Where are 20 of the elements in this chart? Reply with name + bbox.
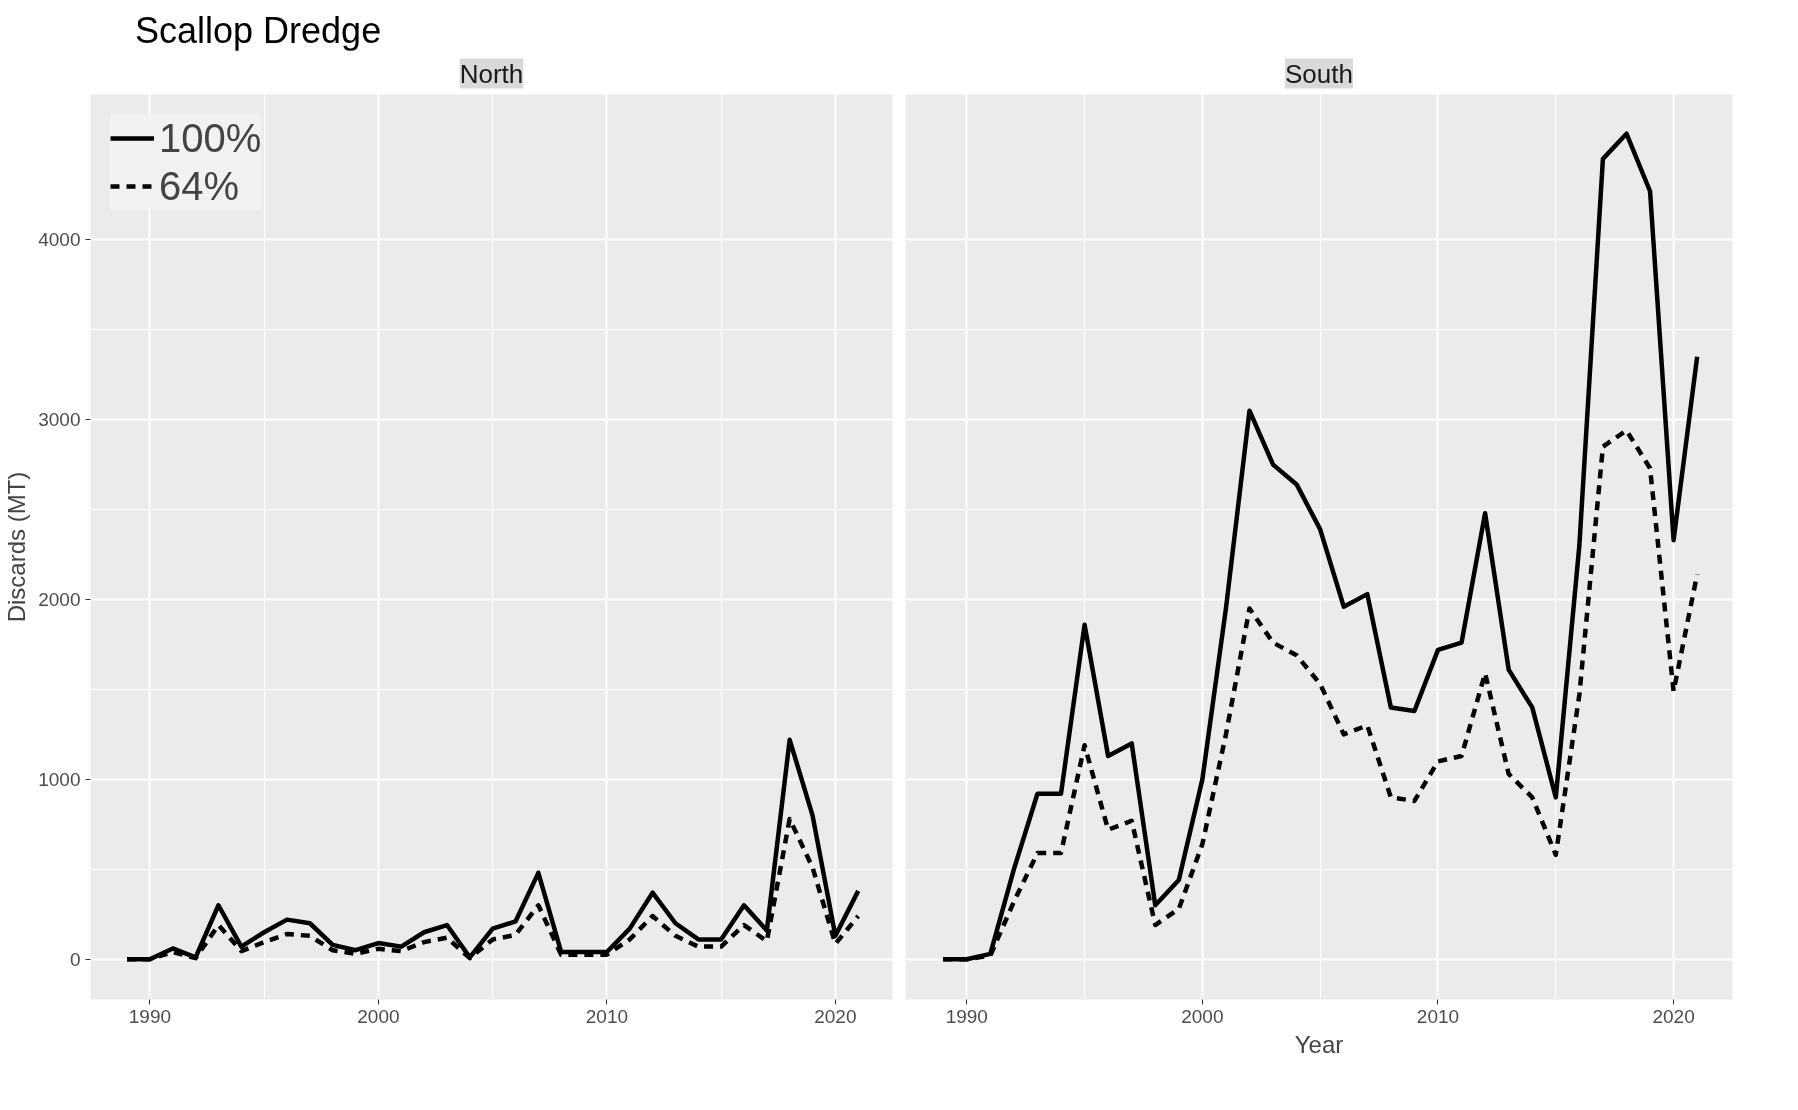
x-tick-label: 2020 xyxy=(814,1005,857,1027)
y-tick-label: 0 xyxy=(69,948,81,970)
y-axis-title: Discards (MT) xyxy=(3,471,31,623)
x-tick-label: 2000 xyxy=(1181,1005,1224,1027)
x-tick-label: 1990 xyxy=(128,1005,172,1027)
x-tick-label: 1990 xyxy=(945,1005,988,1027)
chart-title: North xyxy=(459,58,524,89)
y-tick-label: 1000 xyxy=(38,768,81,790)
y-tick-label: 4000 xyxy=(38,229,81,251)
x-tick-label: 2000 xyxy=(357,1005,400,1027)
x-tick-label: 2020 xyxy=(1652,1005,1695,1027)
x-tick-label: 2010 xyxy=(585,1005,629,1027)
x-tick-label: 2010 xyxy=(1416,1005,1460,1027)
y-tick-label: 3000 xyxy=(38,409,81,431)
x-axis-title: Year xyxy=(1294,1030,1344,1058)
y-tick-label: 2000 xyxy=(38,589,81,611)
chart-title: South xyxy=(1285,58,1353,89)
legend-label: 64% xyxy=(159,162,240,210)
chart-subtitle: Scallop Dredge xyxy=(135,9,382,53)
legend-label: 100% xyxy=(159,114,262,162)
